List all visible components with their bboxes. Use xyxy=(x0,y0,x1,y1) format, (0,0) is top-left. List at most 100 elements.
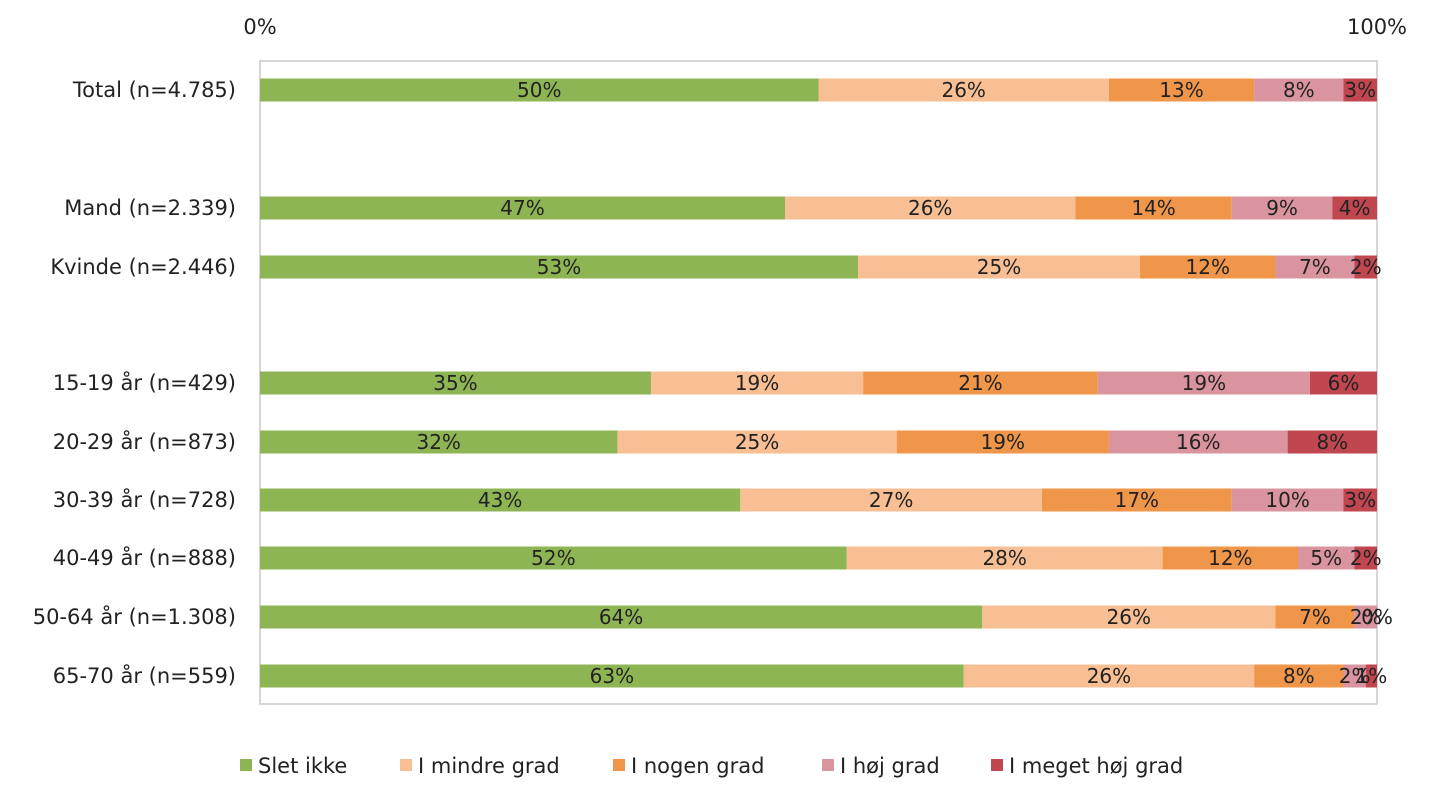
bar-segment xyxy=(740,488,1042,512)
bar-segment xyxy=(1343,664,1366,688)
data-label: 50% xyxy=(517,78,561,102)
bar-segment xyxy=(1309,371,1377,395)
bar-segment xyxy=(846,546,1163,570)
data-label: 26% xyxy=(1087,664,1131,688)
data-label: 2% xyxy=(1350,605,1382,629)
x-tick-label: 100% xyxy=(1347,15,1407,39)
data-label: 64% xyxy=(599,605,643,629)
data-label: 21% xyxy=(958,371,1002,395)
data-label: 32% xyxy=(416,430,460,454)
bar-segment xyxy=(260,196,785,220)
bar-segment xyxy=(260,430,618,454)
category-label: 20-29 år (n=873) xyxy=(53,429,236,454)
bar-segment xyxy=(896,430,1109,454)
bar-segment xyxy=(1332,196,1377,220)
data-label: 26% xyxy=(908,196,952,220)
data-label: 63% xyxy=(590,664,634,688)
bar-segment xyxy=(1075,196,1232,220)
data-label: 4% xyxy=(1339,196,1371,220)
data-label: 6% xyxy=(1328,371,1360,395)
bar-segment xyxy=(260,488,741,512)
x-axis: 0% 100% xyxy=(243,15,1407,39)
bar-segment xyxy=(982,605,1276,629)
data-label: 19% xyxy=(1182,371,1226,395)
bar-segment xyxy=(1365,664,1377,688)
legend-label: Slet ikke xyxy=(258,754,347,778)
data-label: 13% xyxy=(1159,78,1203,102)
data-label: 14% xyxy=(1131,196,1175,220)
bar-segment xyxy=(1254,78,1344,102)
legend-swatch xyxy=(991,759,1003,771)
bar-segment xyxy=(260,78,819,102)
bar-segment xyxy=(1162,546,1299,570)
legend-label: I mindre grad xyxy=(418,754,560,778)
data-label: 7% xyxy=(1299,255,1331,279)
legend-label: I høj grad xyxy=(840,754,940,778)
category-axis: Total (n=4.785) Mand (n=2.339) Kvinde (n=2… xyxy=(33,78,236,688)
x-tick-label: 0% xyxy=(243,15,276,39)
data-label: 10% xyxy=(1265,488,1309,512)
data-label: 9% xyxy=(1266,196,1298,220)
data-label: 35% xyxy=(433,371,477,395)
category-label: 30-39 år (n=728) xyxy=(53,487,236,512)
data-label: 17% xyxy=(1115,488,1159,512)
category-label: Total (n=4.785) xyxy=(72,78,236,102)
data-label: 2% xyxy=(1350,546,1382,570)
data-label: 8% xyxy=(1316,430,1348,454)
data-label: 27% xyxy=(869,488,913,512)
bar-segment xyxy=(1254,664,1344,688)
bar-segment xyxy=(260,255,858,279)
bars xyxy=(260,78,1377,688)
bar-segment xyxy=(1298,546,1355,570)
bar-segment xyxy=(1354,546,1377,570)
data-label: 2% xyxy=(1339,664,1371,688)
bar-segment xyxy=(1343,488,1377,512)
bar-segment xyxy=(1140,255,1276,279)
bar-segment xyxy=(1275,605,1355,629)
data-label: 47% xyxy=(500,196,544,220)
data-label: 5% xyxy=(1310,546,1342,570)
data-label: 25% xyxy=(735,430,779,454)
bar-segment xyxy=(1097,371,1310,395)
data-label: 8% xyxy=(1283,78,1315,102)
bar-segment xyxy=(1231,488,1344,512)
data-label: 16% xyxy=(1176,430,1220,454)
bar-segment xyxy=(1354,605,1377,629)
category-label: 15-19 år (n=429) xyxy=(53,370,236,395)
data-label: 19% xyxy=(981,430,1025,454)
data-label: 25% xyxy=(977,255,1021,279)
data-label: 12% xyxy=(1186,255,1230,279)
data-label: 26% xyxy=(941,78,985,102)
bar-segment xyxy=(260,546,847,570)
data-label: 52% xyxy=(531,546,575,570)
bar-segment xyxy=(1343,78,1377,102)
bar-segment xyxy=(1041,488,1232,512)
data-label: 26% xyxy=(1107,605,1151,629)
legend-swatch xyxy=(822,759,834,771)
data-label: 8% xyxy=(1283,664,1315,688)
data-label: 7% xyxy=(1299,605,1331,629)
bar-segment xyxy=(260,664,964,688)
data-label: 19% xyxy=(735,371,779,395)
bar-segment xyxy=(857,255,1141,279)
data-label: 28% xyxy=(982,546,1026,570)
bar-segment xyxy=(1108,78,1255,102)
data-label: 0% xyxy=(1361,605,1393,629)
bar-segment xyxy=(260,605,983,629)
data-label: 43% xyxy=(478,488,522,512)
legend: Slet ikke I mindre grad I nogen grad I høj … xyxy=(240,754,1183,778)
category-label: Mand (n=2.339) xyxy=(64,196,236,220)
bar-segment xyxy=(818,78,1109,102)
bar-segment xyxy=(260,371,651,395)
bar-segment xyxy=(617,430,897,454)
data-label: 3% xyxy=(1344,488,1376,512)
category-label: 65-70 år (n=559) xyxy=(53,663,236,688)
legend-swatch xyxy=(400,759,412,771)
bar-segment xyxy=(1231,196,1333,220)
bar-segment xyxy=(650,371,864,395)
category-label: Kvinde (n=2.446) xyxy=(50,255,236,279)
bar-segment xyxy=(1108,430,1288,454)
bar-segment xyxy=(963,664,1255,688)
